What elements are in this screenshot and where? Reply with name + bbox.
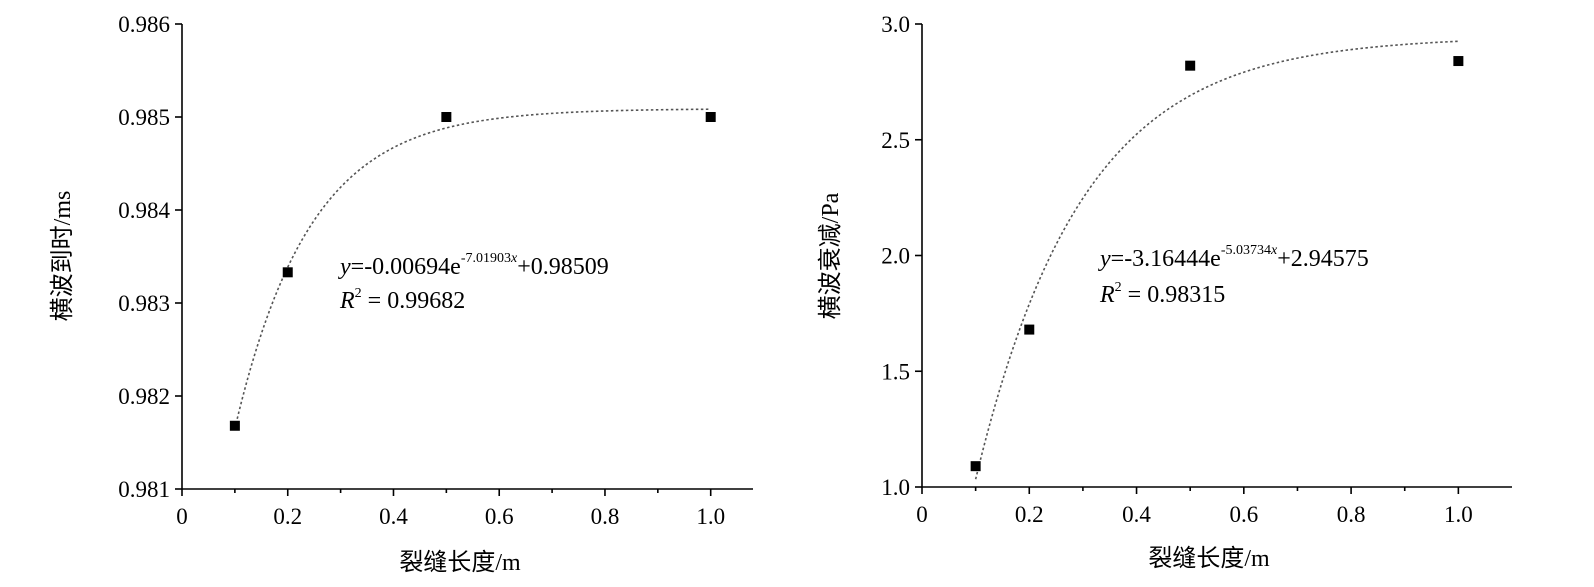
fit-equation: y=-3.16444e-5.03734x+2.94575 — [1098, 243, 1369, 272]
y-tick-label: 0.983 — [118, 291, 170, 316]
y-tick-label: 0.982 — [118, 384, 170, 409]
y-tick-label: 1.0 — [881, 475, 910, 500]
data-point — [1185, 60, 1196, 71]
y-tick-label: 2.0 — [881, 244, 910, 269]
y-tick-label: 0.981 — [118, 477, 170, 502]
x-tick-label: 0 — [176, 504, 188, 529]
r-squared-label: R2 = 0.99682 — [339, 286, 465, 314]
x-axis-label: 裂缝长度/m — [1148, 545, 1270, 572]
data-point — [705, 112, 716, 122]
fit-curve — [974, 40, 1459, 480]
data-point — [1024, 324, 1035, 335]
data-point — [282, 267, 293, 278]
fit-curve — [234, 108, 711, 429]
chart-panel-2: 1.0 1.5 2.0 2.5 3.0 0 0.2 0.4 0.6 0.8 1.0 裂缝长度/m 横波衰… — [817, 12, 1512, 572]
y-axis-label: 横波到时/ms — [49, 191, 76, 322]
y-tick-label: 1.5 — [881, 359, 910, 384]
y-axis-label: 横波衰减/Pa — [817, 192, 844, 319]
x-axis-label: 裂缝长度/m — [399, 549, 521, 576]
x-tick-label: 0 — [916, 502, 928, 527]
x-tick-label: 0.2 — [273, 504, 302, 529]
y-tick-label: 0.986 — [118, 12, 170, 37]
x-tick-label: 0.8 — [591, 504, 620, 529]
x-tick-label: 0.6 — [485, 504, 514, 529]
y-tick-label: 0.985 — [118, 105, 170, 130]
data-point — [229, 420, 240, 431]
x-tick-label: 1.0 — [1444, 502, 1473, 527]
r-squared-label: R2 = 0.98315 — [1099, 280, 1225, 308]
data-point — [970, 461, 981, 472]
y-tick-label: 3.0 — [881, 12, 910, 37]
y-tick-label: 0.984 — [118, 198, 170, 223]
x-tick-label: 0.8 — [1337, 502, 1366, 527]
y-tick-label: 2.5 — [881, 128, 910, 153]
data-point — [441, 112, 452, 122]
data-point — [1453, 56, 1464, 67]
x-tick-label: 1.0 — [696, 504, 725, 529]
chart-panel-1: 0.981 0.982 0.983 0.984 0.985 0.986 0 0.2 0.4 0.6… — [49, 12, 753, 576]
x-tick-label: 0.2 — [1015, 502, 1044, 527]
x-tick-label: 0.6 — [1229, 502, 1258, 527]
x-tick-label: 0.4 — [379, 504, 408, 529]
fit-equation: y=-0.00694e-7.01903x+0.98509 — [338, 251, 609, 280]
x-tick-label: 0.4 — [1122, 502, 1151, 527]
